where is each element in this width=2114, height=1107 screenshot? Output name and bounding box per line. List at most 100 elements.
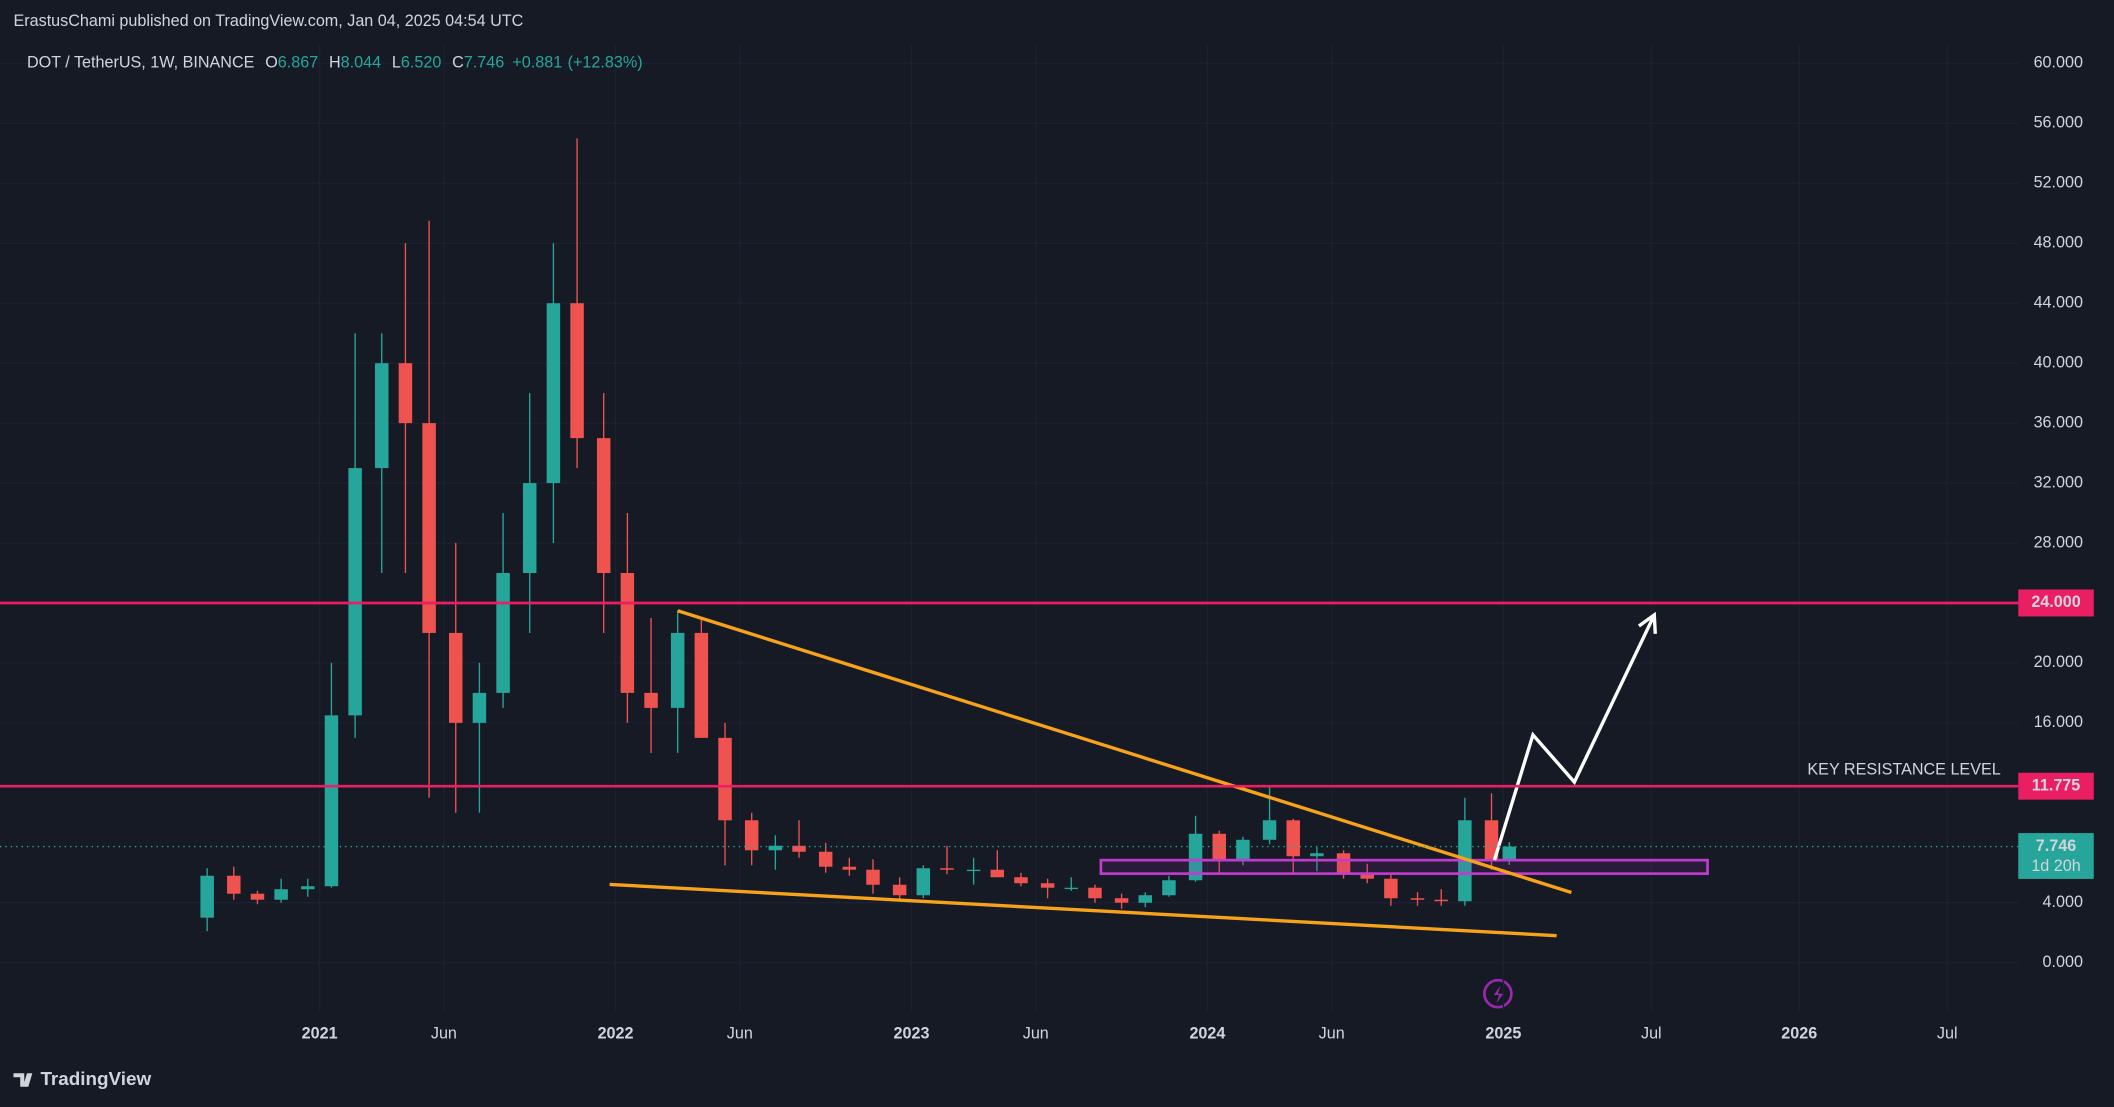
candle-body [1434,899,1448,902]
candle-body [1484,820,1499,860]
candle-body [768,845,783,851]
candle-body [842,866,857,870]
symbol-legend: DOT / TetherUS, 1W, BINANCE O6.867 H8.044 L… [27,54,643,72]
event-icon [1483,978,1513,1009]
x-tick-label: 2021 [302,1024,338,1042]
legend-tag: L [392,54,401,72]
y-tick-label: 20.000 [2034,653,2083,671]
level-label: 24.000 [2031,593,2080,611]
candle-body [1040,883,1055,888]
legend-value: 7.746 [464,54,504,72]
y-tick-label: 60.000 [2034,54,2083,72]
candle-body [1262,820,1277,840]
candle-body [1410,898,1425,900]
candle-body [301,886,315,890]
legend-change-pct: (+12.83%) [568,54,643,72]
legend-value: 6.867 [278,54,318,72]
y-tick-label: 4.000 [2043,893,2083,911]
candle-body [200,875,214,918]
level-note: KEY RESISTANCE LEVEL [1807,760,2000,778]
level-label-box [2018,772,2094,800]
y-tick-label: 32.000 [2034,473,2083,491]
candle-body [1212,833,1226,861]
candle-body [1286,820,1300,857]
y-tick-label: 48.000 [2034,234,2083,252]
last-price-label: 7.746 [2036,837,2076,855]
x-tick-label: 2023 [894,1024,930,1042]
candle-body [375,363,389,469]
arrow-head [1637,611,1657,634]
candle-body [1502,846,1517,860]
x-tick-label: Jun [1319,1024,1345,1042]
candle-body [546,303,561,484]
publisher: ErastusChami published on TradingView.co… [13,12,523,30]
candle-body [348,468,362,716]
candle-body [1088,887,1102,899]
brand-logo [13,1073,33,1087]
candle-body [916,868,931,896]
candle-body [250,893,265,900]
candle-body [990,869,1005,878]
legend-value: 6.520 [401,54,441,72]
candle-body [596,438,611,573]
x-tick-label: Jul [1937,1024,1958,1042]
candle-body [1236,839,1250,861]
x-tick-label: 2025 [1485,1024,1521,1042]
x-tick-label: Jul [1641,1024,1662,1042]
y-tick-label: 52.000 [2034,174,2083,192]
candle-body [644,692,658,708]
y-tick-label: 44.000 [2034,293,2083,311]
candle-body [1310,853,1324,857]
x-tick-label: Jun [1023,1024,1049,1042]
y-tick-label: 40.000 [2034,353,2083,371]
candle-body [892,884,907,896]
level-label-box [2018,589,2094,617]
candle-body [472,692,487,723]
level-label: 11.775 [2032,776,2081,794]
candle-body [1162,880,1176,896]
candle-body [398,363,413,424]
candle-body [1188,833,1203,881]
x-tick-label: 2026 [1781,1024,1817,1042]
legend-tag: H [329,54,341,72]
brand: TradingView [40,1068,151,1089]
legend-change: +0.881 [512,54,562,72]
candle-body [620,572,635,693]
legend-tag: C [452,54,464,72]
candle-body [1014,877,1028,884]
candle-body [1064,887,1079,890]
candle-body [1138,895,1153,903]
plot [0,44,2019,1012]
y-tick-label: 16.000 [2034,713,2083,731]
candle-body [570,303,584,439]
y-tick-label: 28.000 [2034,533,2083,551]
candle-body [694,632,709,738]
countdown: 1d 20h [2031,857,2080,875]
legend-value: 8.044 [341,54,381,72]
candle-body [1360,874,1374,879]
candle-body [227,875,241,894]
y-tick-label: 0.000 [2043,953,2083,971]
candle-body [718,737,732,821]
y-tick-label: 36.000 [2034,413,2083,431]
legend-tag: O [265,54,278,72]
candle-body [274,889,288,900]
candle-body [670,632,685,708]
candle-body [422,423,436,633]
candle-body [744,820,759,851]
candle-body [940,868,954,870]
candle-body [1336,853,1351,875]
y-tick-label: 56.000 [2034,114,2083,132]
symbol: DOT / TetherUS, 1W, BINANCE [27,54,255,72]
x-tick-label: 2022 [598,1024,634,1042]
candle-body [792,845,806,852]
trendline [677,609,1572,895]
candle-body [496,572,510,693]
x-tick-label: 2024 [1189,1024,1225,1042]
candle-body [866,869,880,885]
candle-body [1384,878,1398,899]
candle-body [324,715,339,887]
